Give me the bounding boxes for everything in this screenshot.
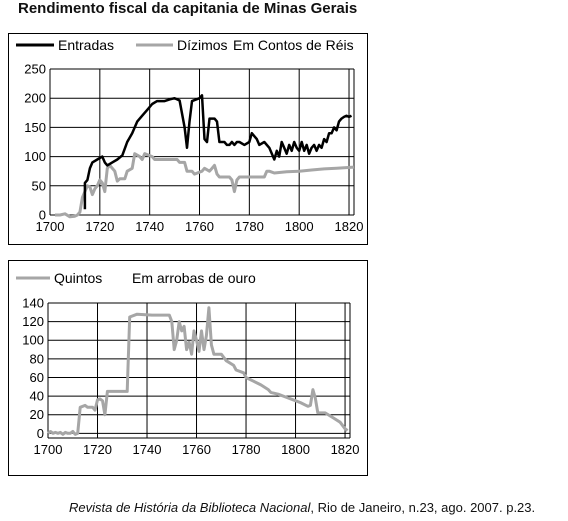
y-tick-label: 20 [30,407,44,422]
x-tick-label: 1720 [85,219,114,234]
x-tick-label: 1720 [83,442,112,457]
x-tick-label: 1820 [331,442,360,457]
source-details: , Rio de Janeiro, n.23, ago. 2007. p.23. [310,500,536,515]
y-tick-label: 100 [22,333,44,348]
x-tick-label: 1780 [235,219,264,234]
unit-label: Em Contos de Réis [233,37,354,53]
x-tick-label: 1820 [335,219,364,234]
x-tick-label: 1700 [34,442,63,457]
x-tick-labels: 1700 1720 1740 1760 1780 1800 1820 [34,442,360,457]
y-tick-label: 80 [30,351,44,366]
legend-label-entradas: Entradas [58,37,114,53]
chart-quintos: Quintos Em arrobas de ouro 0 20 40 60 80 100 1… [8,260,368,476]
series-line-entradas [83,94,353,210]
y-tick-label: 60 [30,370,44,385]
x-tick-label: 1740 [133,442,162,457]
y-tick-label: 120 [22,314,44,329]
chart-series [47,306,349,436]
y-tick-label: 200 [24,91,46,106]
chart-legend: Quintos Em arrobas de ouro [16,270,256,286]
x-tick-label: 1760 [185,219,214,234]
chart-legend: Entradas Dízimos Em Contos de Réis [16,37,354,53]
series-line-dizimos [55,152,355,219]
x-tick-label: 1700 [36,219,65,234]
series-line-quintos [47,306,349,436]
unit-label: Em arrobas de ouro [132,270,256,286]
y-tick-label: 100 [24,149,46,164]
chart-frame [8,260,368,476]
x-tick-label: 1760 [182,442,211,457]
y-tick-labels: 0 20 40 60 80 100 120 140 [22,296,44,441]
source-journal: Revista de História da Biblioteca Nacion… [69,500,311,515]
y-tick-label: 50 [32,178,46,193]
x-tick-label: 1800 [285,219,314,234]
chart-series [55,94,355,219]
y-tick-label: 40 [30,389,44,404]
chart-entradas-dizimos: Entradas Dízimos Em Contos de Réis 0 50 10… [8,33,368,245]
y-tick-label: 140 [22,296,44,311]
chart-grid [47,302,351,439]
page-title: Rendimento fiscal da capitania de Minas … [18,0,358,17]
legend-label-quintos: Quintos [54,270,102,286]
source-citation: Revista de História da Biblioteca Nacion… [69,500,535,515]
x-tick-label: 1800 [281,442,310,457]
y-tick-labels: 0 50 100 150 200 250 [24,62,46,223]
legend-label-dizimos: Dízimos [177,37,228,53]
x-tick-label: 1780 [232,442,261,457]
x-tick-labels: 1700 1720 1740 1760 1780 1800 1820 [36,219,364,234]
y-tick-label: 150 [24,120,46,135]
y-tick-label: 250 [24,62,46,77]
x-tick-label: 1740 [135,219,164,234]
y-tick-label: 0 [39,208,46,223]
y-tick-label: 0 [37,426,44,441]
